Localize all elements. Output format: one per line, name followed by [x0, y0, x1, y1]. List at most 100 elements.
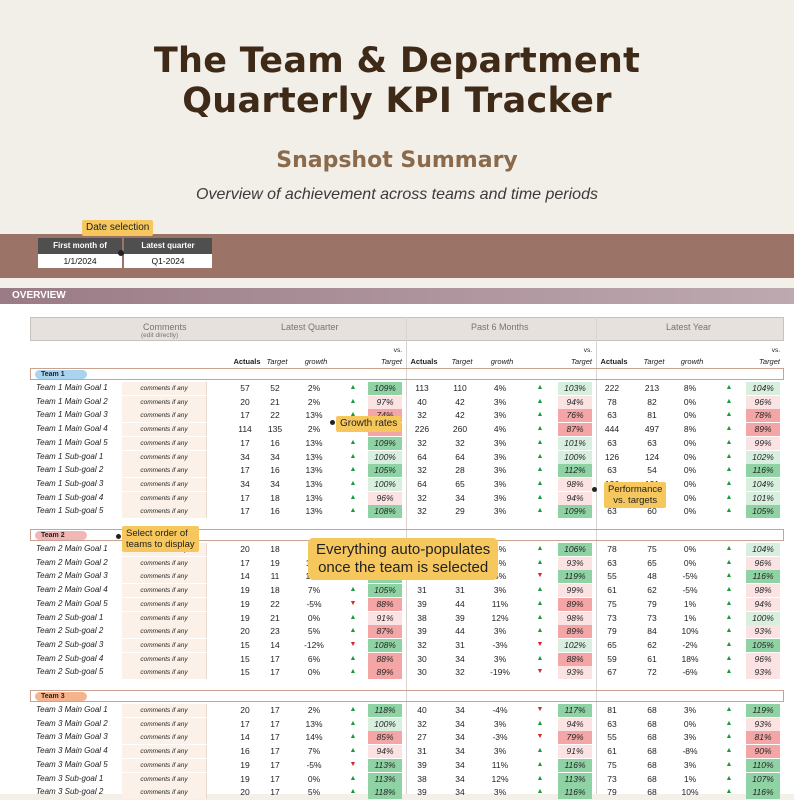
actual-value: 19	[240, 759, 250, 770]
actual-value: 31	[417, 585, 427, 596]
up-arrow-icon: ▲	[725, 599, 733, 607]
comment-cell[interactable]: comments if any	[122, 505, 207, 519]
row-label: Team 2 Main Goal 2	[36, 557, 108, 567]
growth-value: 3%	[493, 437, 507, 448]
comment-cell[interactable]: comments if any	[122, 731, 207, 745]
comment-cell[interactable]: comments if any	[122, 382, 207, 395]
vs-target-value: 88%	[558, 652, 592, 666]
growth-value: -5%	[682, 585, 698, 596]
down-arrow-icon: ▼	[349, 760, 357, 768]
comment-cell[interactable]: comments if any	[122, 745, 207, 759]
up-arrow-icon: ▲	[536, 507, 544, 515]
target-value: 21	[270, 396, 280, 407]
vs-target-value: 100%	[368, 477, 402, 491]
up-arrow-icon: ▲	[536, 719, 544, 727]
vs-target-value: 89%	[746, 423, 780, 437]
comment-cell[interactable]: comments if any	[122, 584, 207, 598]
comment-cell[interactable]: comments if any	[122, 758, 207, 772]
growth-value: 4%	[493, 383, 507, 393]
comment-cell[interactable]: comments if any	[122, 436, 207, 450]
comment-cell[interactable]: comments if any	[122, 464, 207, 478]
vs-target-value: 96%	[746, 556, 780, 570]
target-value: 52	[270, 383, 280, 393]
date-value-first-month[interactable]: 1/1/2024	[38, 254, 122, 268]
vs-target-value: 104%	[746, 477, 780, 491]
actual-value: 78	[607, 396, 617, 407]
comment-cell[interactable]: comments if any	[122, 666, 207, 680]
actual-value: 17	[240, 557, 250, 568]
header-past-6-months: Past 6 Months	[471, 322, 529, 332]
comment-cell[interactable]: comments if any	[122, 556, 207, 570]
actual-value: 78	[607, 544, 617, 554]
group-pill[interactable]: Team 1	[35, 370, 87, 379]
comment-cell[interactable]: comments if any	[122, 611, 207, 625]
target-value: 22	[270, 410, 280, 421]
comment-cell[interactable]: comments if any	[122, 625, 207, 639]
comment-cell[interactable]: comments if any	[122, 772, 207, 786]
up-arrow-icon: ▲	[725, 558, 733, 566]
comment-cell[interactable]: comments if any	[122, 395, 207, 409]
target-value: 34	[270, 478, 280, 489]
row-label: Team 3 Main Goal 2	[36, 718, 108, 728]
growth-value: -5%	[306, 598, 322, 609]
col-target-header: Target	[643, 357, 665, 366]
vs-target-value: 105%	[746, 638, 780, 652]
growth-value: 18%	[681, 653, 699, 664]
date-value-latest-quarter: Q1-2024	[124, 254, 212, 268]
up-arrow-icon: ▲	[725, 613, 733, 621]
vs-target-value: 94%	[558, 717, 592, 731]
target-value: 62	[647, 639, 657, 650]
target-value: 61	[647, 653, 657, 664]
target-value: 39	[455, 612, 465, 623]
row-label: Team 1 Sub-goal 1	[36, 451, 104, 461]
comment-cell[interactable]: comments if any	[122, 786, 207, 800]
up-arrow-icon: ▲	[349, 706, 357, 713]
row-label: Team 1 Main Goal 4	[36, 424, 108, 434]
comment-cell[interactable]: comments if any	[122, 450, 207, 464]
up-arrow-icon: ▲	[725, 747, 733, 755]
growth-value: 5%	[307, 787, 321, 798]
col-actuals-header: Actuals	[410, 357, 438, 366]
comment-cell[interactable]: comments if any	[122, 704, 207, 717]
group-pill[interactable]: Team 3	[35, 692, 87, 701]
row-label: Team 3 Main Goal 1	[36, 705, 108, 714]
comment-cell[interactable]: comments if any	[122, 597, 207, 611]
group-header-team-3[interactable]: Team 3	[30, 690, 784, 702]
vs-target-value: 105%	[368, 464, 402, 478]
vs-target-value: 100%	[368, 717, 402, 731]
comment-cell[interactable]: comments if any	[122, 477, 207, 491]
vs-target-value: 94%	[558, 395, 592, 409]
growth-value: 0%	[683, 478, 697, 489]
comment-cell[interactable]: comments if any	[122, 409, 207, 423]
actual-value: 55	[607, 732, 617, 743]
actual-value: 20	[240, 705, 250, 715]
vs-target-value: 93%	[558, 556, 592, 570]
comment-cell[interactable]: comments if any	[122, 570, 207, 584]
up-arrow-icon: ▲	[536, 545, 544, 552]
table-row: Team 1 Main Goal 2 comments if any 20 21 2% ▲…	[30, 395, 784, 410]
growth-value: 0%	[683, 557, 697, 568]
growth-value: 1%	[683, 773, 697, 784]
actual-value: 63	[607, 465, 617, 476]
col-vs-header: vs.	[771, 347, 780, 354]
vs-target-value: 96%	[746, 395, 780, 409]
col-vs-target-header: Target	[381, 357, 402, 366]
date-selector[interactable]: First month of Latest quarter 1/1/2024 Q…	[38, 238, 212, 268]
growth-value: 6%	[307, 653, 321, 664]
growth-value: 2%	[307, 424, 321, 435]
up-arrow-icon: ▲	[725, 507, 733, 515]
group-pill[interactable]: Team 2	[35, 531, 87, 540]
comment-cell[interactable]: comments if any	[122, 423, 207, 437]
target-value: 34	[270, 451, 280, 462]
target-value: 63	[647, 437, 657, 448]
row-label: Team 1 Sub-goal 2	[36, 465, 104, 475]
comment-cell[interactable]: comments if any	[122, 717, 207, 731]
callout-dot-perf	[592, 487, 597, 492]
group-header-team-1[interactable]: Team 1	[30, 368, 784, 380]
actual-value: 19	[240, 773, 250, 784]
comment-cell[interactable]: comments if any	[122, 638, 207, 652]
comment-cell[interactable]: comments if any	[122, 491, 207, 505]
up-arrow-icon: ▲	[725, 640, 733, 648]
comment-cell[interactable]: comments if any	[122, 652, 207, 666]
target-value: 81	[647, 410, 657, 421]
